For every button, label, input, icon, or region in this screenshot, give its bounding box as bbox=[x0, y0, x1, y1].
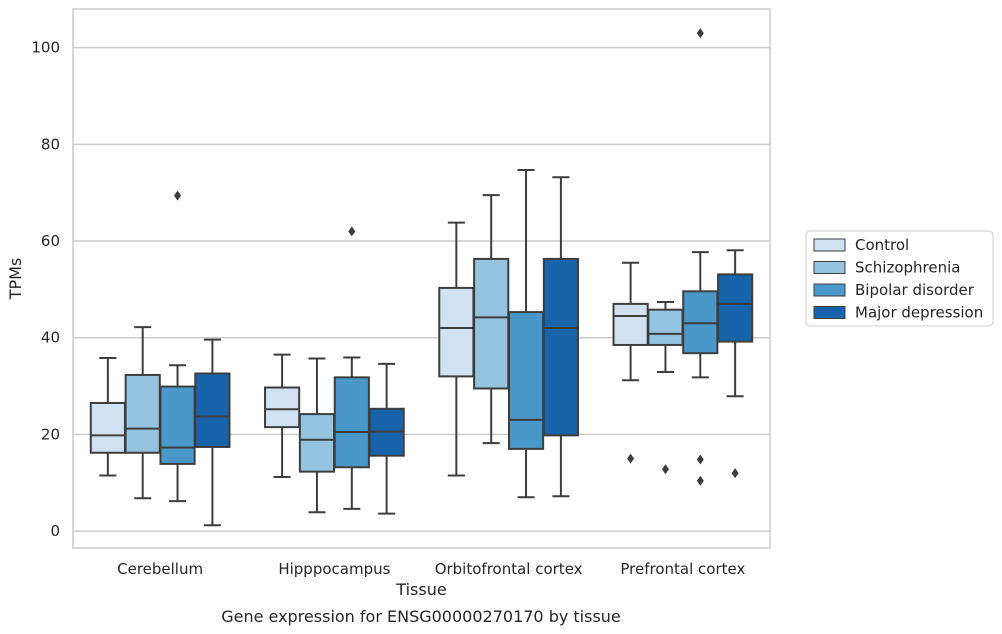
legend-label: Bipolar disorder bbox=[855, 281, 975, 299]
box-iqr bbox=[438, 286, 475, 378]
box-iqr bbox=[612, 302, 649, 346]
y-tick-label: 100 bbox=[31, 39, 60, 57]
box bbox=[612, 261, 649, 464]
box bbox=[264, 353, 301, 478]
legend-item: Major depression bbox=[813, 304, 983, 322]
x-tick-label: Orbitofrontal cortex bbox=[435, 560, 583, 578]
outlier-point bbox=[348, 226, 356, 237]
box-iqr bbox=[264, 386, 301, 429]
box-iqr bbox=[717, 273, 754, 343]
box-iqr bbox=[159, 385, 196, 465]
y-axis-title: TPMs bbox=[6, 258, 25, 301]
box bbox=[368, 362, 405, 515]
outlier-point bbox=[696, 454, 704, 465]
x-tick-label: Prefrontal cortex bbox=[620, 560, 745, 578]
legend-label: Schizophrenia bbox=[855, 259, 960, 277]
box bbox=[298, 357, 336, 514]
box-iqr bbox=[507, 311, 545, 450]
box-iqr bbox=[333, 376, 370, 469]
y-tick-label: 0 bbox=[50, 522, 60, 540]
box bbox=[542, 176, 579, 498]
series-schizophrenia bbox=[124, 194, 684, 514]
x-axis-title: Tissue bbox=[395, 580, 446, 599]
legend-item: Control bbox=[813, 236, 909, 254]
series-control bbox=[89, 221, 649, 478]
legend-swatch bbox=[813, 306, 846, 319]
x-tick-labels: Cerebellum Hipppocampus Orbitofrontal cort… bbox=[117, 560, 745, 578]
box-iqr bbox=[542, 257, 579, 437]
outlier-point bbox=[627, 453, 635, 464]
y-tick-labels: 0 20 40 60 80 100 bbox=[31, 39, 60, 540]
plot-area-frame bbox=[72, 8, 771, 549]
box bbox=[159, 190, 196, 503]
box bbox=[647, 300, 684, 475]
legend-item: Schizophrenia bbox=[813, 259, 960, 277]
legend-swatch bbox=[813, 261, 846, 274]
legend-swatch bbox=[813, 283, 846, 297]
y-tick-label: 80 bbox=[41, 135, 60, 153]
box bbox=[473, 194, 510, 445]
box-iqr bbox=[89, 401, 126, 454]
box-iqr bbox=[124, 373, 161, 454]
y-tick-label: 20 bbox=[41, 425, 60, 443]
y-tick-label: 40 bbox=[41, 329, 60, 347]
outlier-point bbox=[696, 475, 704, 486]
box bbox=[89, 357, 126, 477]
legend-item: Bipolar disorder bbox=[813, 281, 975, 299]
box bbox=[333, 226, 370, 510]
outlier-point bbox=[696, 28, 704, 39]
box bbox=[682, 28, 719, 486]
y-tick-label: 60 bbox=[41, 232, 60, 250]
box bbox=[194, 338, 231, 527]
x-tick-label: Hipppocampus bbox=[278, 560, 390, 578]
legend-label: Control bbox=[855, 236, 909, 254]
box-series-group bbox=[89, 28, 754, 527]
outlier-point bbox=[661, 464, 669, 475]
box bbox=[717, 249, 754, 479]
legend-swatch bbox=[813, 238, 846, 252]
box bbox=[438, 221, 475, 477]
series-bipolar-disorder bbox=[159, 28, 719, 510]
outlier-point bbox=[731, 468, 739, 479]
box-iqr bbox=[194, 372, 231, 448]
legend-label: Major depression bbox=[855, 304, 983, 322]
x-tick-label: Cerebellum bbox=[117, 560, 203, 578]
box-iqr bbox=[298, 413, 336, 473]
box-iqr bbox=[647, 308, 684, 346]
series-major-depression bbox=[194, 176, 754, 527]
chart-caption: Gene expression for ENSG00000270170 by t… bbox=[221, 607, 621, 626]
legend-frame bbox=[805, 230, 994, 327]
box-iqr bbox=[473, 257, 510, 390]
outlier-point bbox=[174, 190, 182, 201]
box bbox=[124, 326, 161, 500]
legend: Control Schizophrenia Bipolar disorder Majo… bbox=[805, 230, 994, 327]
box bbox=[507, 168, 545, 499]
